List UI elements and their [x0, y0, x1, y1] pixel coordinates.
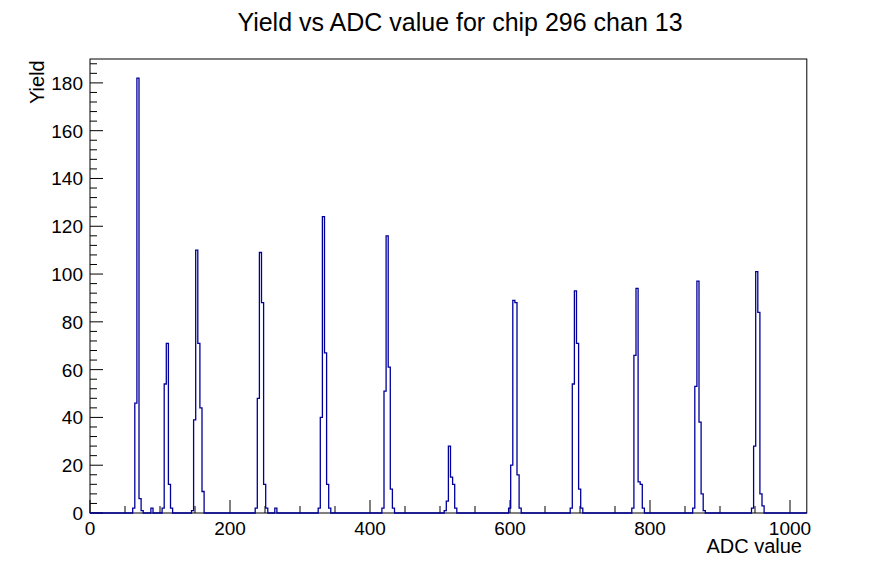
y-tick-label: 20	[62, 455, 83, 476]
y-tick-label: 160	[51, 121, 83, 142]
x-axis-ticks	[90, 500, 790, 513]
y-tick-label: 0	[72, 503, 83, 524]
x-tick-label: 400	[354, 518, 386, 539]
x-tick-label: 200	[214, 518, 246, 539]
y-tick-label: 120	[51, 216, 83, 237]
x-tick-label: 600	[494, 518, 526, 539]
histogram-line	[90, 78, 807, 513]
y-tick-label: 140	[51, 168, 83, 189]
chart-title: Yield vs ADC value for chip 296 chan 13	[237, 8, 682, 36]
y-tick-label: 100	[51, 264, 83, 285]
y-axis-title: Yield	[26, 60, 48, 104]
x-axis-tick-labels: 02004006008001000	[85, 518, 811, 539]
y-axis-ticks	[90, 64, 103, 513]
x-axis-title: ADC value	[706, 535, 802, 557]
plot-canvas: 02004006008001000 0204060801001201401601…	[0, 0, 896, 572]
x-tick-label: 800	[634, 518, 666, 539]
y-tick-label: 60	[62, 360, 83, 381]
y-tick-label: 40	[62, 407, 83, 428]
x-tick-label: 0	[85, 518, 96, 539]
y-tick-label: 80	[62, 312, 83, 333]
y-tick-label: 180	[51, 73, 83, 94]
chart-svg: 02004006008001000 0204060801001201401601…	[0, 0, 896, 572]
y-axis-tick-labels: 0 20 40 60 80 100 120 140 160 180	[51, 73, 83, 524]
